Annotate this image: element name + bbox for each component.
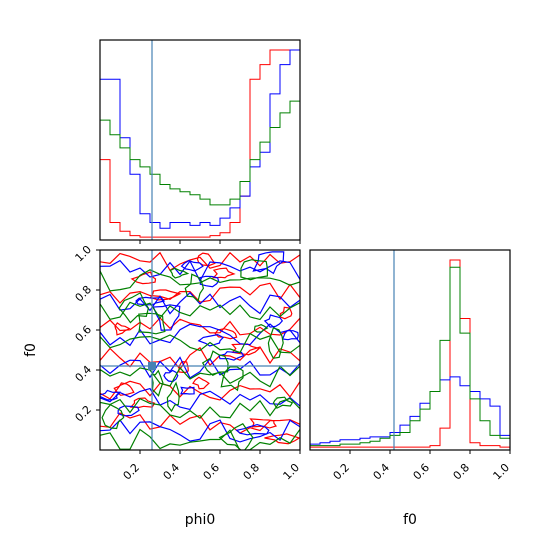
contour-line <box>196 252 216 267</box>
contour-line <box>129 397 156 409</box>
y-tick-label-f0: 0.6 <box>73 323 95 345</box>
x-axis-label-f0: f0 <box>403 512 417 528</box>
contour-line <box>100 269 300 292</box>
phi0-hist-blue <box>100 49 300 240</box>
contour-line <box>117 405 140 417</box>
contour-line <box>166 381 180 413</box>
contour-line <box>100 251 300 272</box>
contour-line <box>138 312 166 335</box>
f0-histogram-frame <box>309 249 511 451</box>
contour-line <box>201 350 229 377</box>
phi0-hist-green <box>100 100 300 240</box>
y-tick-label-f0: 0.8 <box>73 283 95 305</box>
x-axis-label-phi0: phi0 <box>185 512 216 528</box>
x-tick-label-f0: 0.8 <box>451 461 473 483</box>
contour-line <box>192 376 210 390</box>
contour-line <box>272 396 294 409</box>
x-tick-label-f0: 0.4 <box>371 461 393 483</box>
contour-line <box>100 301 300 321</box>
x-tick-label-phi0: 0.8 <box>241 461 263 483</box>
contour-line <box>135 296 166 306</box>
truth-marker <box>148 362 156 370</box>
contour-line <box>101 403 125 430</box>
contour-line <box>113 382 135 396</box>
contour-line <box>197 333 225 347</box>
contour-line <box>218 351 245 361</box>
x-tick-label-f0: 0.6 <box>411 461 433 483</box>
y-tick-label-f0: 0.2 <box>73 403 95 425</box>
phi0-hist-red <box>100 49 300 240</box>
contour-line <box>100 282 300 304</box>
phi0-histogram-frame <box>99 39 301 241</box>
contour-line <box>100 428 300 450</box>
contour-line <box>180 260 204 272</box>
contour-line <box>163 369 179 383</box>
contour-line <box>211 267 236 279</box>
contour-line <box>220 366 244 392</box>
contour-line <box>235 423 270 436</box>
contour-line <box>118 292 150 324</box>
contour-line <box>100 397 300 420</box>
y-axis-label-f0: f0 <box>23 343 39 357</box>
f0-hist-green <box>310 266 510 450</box>
f0-hist-blue <box>310 376 510 450</box>
contour-line <box>249 418 277 429</box>
contour-line <box>231 343 261 356</box>
f0-hist-red <box>310 259 510 450</box>
y-tick-label-f0: 0.4 <box>73 363 95 385</box>
contour-line <box>253 324 269 333</box>
contour-frame <box>99 249 301 451</box>
contour-line <box>150 369 164 397</box>
x-tick-label-phi0: 0.2 <box>121 461 143 483</box>
contour-line <box>100 365 300 388</box>
contour-line <box>267 327 284 359</box>
contour-line <box>100 356 300 379</box>
contour-line <box>180 386 195 395</box>
contour-line <box>130 271 157 285</box>
x-tick-label-f0: 1.0 <box>491 461 513 483</box>
contour-line <box>114 322 131 336</box>
contour-line <box>169 267 190 279</box>
contour-line <box>100 389 121 401</box>
x-tick-label-phi0: 0.4 <box>161 461 183 483</box>
f0-histogram-panel: 0.2 0.4 0.6 0.8 1.0 <box>309 249 513 483</box>
contour-line <box>281 330 299 341</box>
contour-line <box>240 259 268 281</box>
contour-line <box>149 289 182 301</box>
contour-line <box>100 332 300 354</box>
contour-line <box>152 304 181 331</box>
phi0-histogram-panel <box>99 39 301 244</box>
contour-line <box>214 328 238 340</box>
contour-line <box>184 273 205 303</box>
contour-line <box>100 387 300 411</box>
x-tick-label-f0: 0.2 <box>331 461 353 483</box>
y-tick-label-f0: 1.0 <box>73 243 95 265</box>
phi0-f0-contour-panel: 0.2 0.4 0.6 0.8 1.0 0.2 0.4 0.6 0.8 1.0 <box>73 243 303 483</box>
contour-line <box>279 306 293 320</box>
x-tick-label-phi0: 1.0 <box>281 461 303 483</box>
x-tick-label-phi0: 0.6 <box>201 461 223 483</box>
contour-line <box>263 314 284 328</box>
